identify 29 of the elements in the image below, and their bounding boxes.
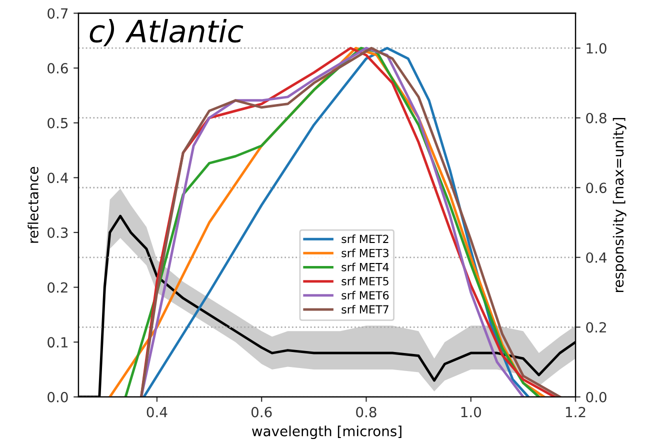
x-tick-label: 1.0 [461, 406, 481, 418]
y2-tick-label: 0.2 [586, 322, 606, 333]
x-tick-label: 0.8 [356, 406, 376, 418]
y-tick-label: 0.4 [48, 172, 68, 184]
legend-label: srf MET5 [342, 276, 388, 286]
x-tick-label: 0.4 [146, 406, 168, 418]
chart-title: c) Atlantic [90, 18, 244, 46]
legend-label: srf MET4 [342, 262, 389, 272]
legend-label: srf MET3 [342, 248, 388, 258]
y-tick-label: 0.6 [48, 63, 68, 74]
x-axis-title: wavelength [microns] [252, 426, 402, 440]
y-tick-label: 0.2 [48, 282, 68, 293]
y2-tick-label: 0.8 [586, 112, 606, 124]
y2-tick-label: 0.4 [586, 252, 607, 263]
legend-label: srf MET6 [342, 290, 389, 300]
x-tick-label: 1.2 [566, 406, 586, 418]
y-tick-label: 0.1 [48, 337, 68, 348]
y-axis-title: reflectance [28, 166, 38, 243]
y-tick-label: 0.7 [48, 8, 68, 19]
y2-tick-label: 0.0 [586, 392, 606, 402]
y-tick-label: 0.0 [48, 392, 68, 402]
legend-label: srf MET2 [342, 234, 388, 244]
y-tick-label: 0.3 [48, 227, 68, 238]
legend-label: srf MET7 [342, 304, 388, 314]
y2-tick-label: 0.6 [586, 182, 606, 194]
y2-tick-label: 1.0 [586, 43, 606, 54]
y2-axis-title: responsivity [max=unity] [612, 118, 626, 292]
y-tick-label: 0.5 [48, 118, 68, 128]
x-tick-label: 0.6 [251, 406, 272, 418]
